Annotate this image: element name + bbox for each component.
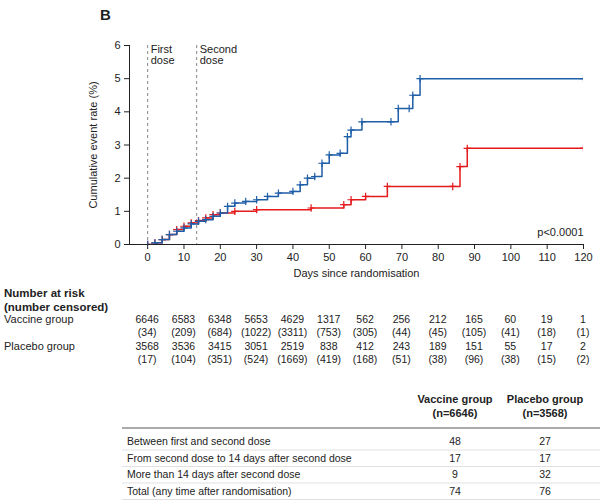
- svg-text:Cumulative event rate (%): Cumulative event rate (%): [87, 81, 99, 208]
- svg-text:(168): (168): [353, 353, 378, 365]
- svg-text:412: 412: [356, 340, 374, 352]
- svg-text:20: 20: [214, 251, 226, 263]
- svg-text:(96): (96): [465, 353, 484, 365]
- svg-text:(n=6646): (n=6646): [433, 407, 478, 419]
- svg-text:(1): (1): [577, 326, 590, 338]
- svg-text:Seconddose: Seconddose: [200, 43, 237, 66]
- svg-text:2: 2: [114, 172, 120, 184]
- svg-text:(105): (105): [462, 326, 487, 338]
- svg-text:1: 1: [580, 313, 586, 325]
- svg-text:243: 243: [393, 340, 411, 352]
- svg-text:(18): (18): [537, 326, 556, 338]
- svg-text:4629: 4629: [281, 313, 305, 325]
- svg-text:Number at risk: Number at risk: [4, 287, 85, 299]
- svg-text:40: 40: [287, 251, 299, 263]
- svg-text:76: 76: [539, 485, 551, 497]
- svg-text:(38): (38): [501, 353, 520, 365]
- svg-text:55: 55: [505, 340, 517, 352]
- svg-text:(41): (41): [501, 326, 520, 338]
- svg-text:3051: 3051: [244, 340, 268, 352]
- svg-text:189: 189: [429, 340, 447, 352]
- svg-text:5653: 5653: [244, 313, 268, 325]
- svg-text:212: 212: [429, 313, 447, 325]
- svg-text:17: 17: [541, 340, 553, 352]
- svg-text:32: 32: [539, 468, 551, 480]
- svg-text:(305): (305): [353, 326, 378, 338]
- svg-text:110: 110: [538, 251, 556, 263]
- svg-text:256: 256: [393, 313, 411, 325]
- svg-text:Between first and second dose: Between first and second dose: [127, 435, 271, 447]
- svg-text:Total (any time after randomis: Total (any time after randomisation): [127, 485, 292, 497]
- svg-text:(419): (419): [317, 353, 342, 365]
- svg-text:(2): (2): [577, 353, 590, 365]
- svg-text:6348: 6348: [208, 313, 232, 325]
- svg-text:(3311): (3311): [278, 326, 308, 338]
- svg-text:120: 120: [574, 251, 592, 263]
- svg-text:6: 6: [114, 39, 120, 51]
- svg-text:3568: 3568: [135, 340, 159, 352]
- svg-text:(104): (104): [171, 353, 196, 365]
- svg-text:6646: 6646: [135, 313, 159, 325]
- svg-text:0: 0: [114, 238, 120, 250]
- svg-text:1317: 1317: [317, 313, 341, 325]
- svg-text:(n=3568): (n=3568): [523, 407, 568, 419]
- svg-text:(17): (17): [138, 353, 157, 365]
- svg-text:90: 90: [468, 251, 480, 263]
- svg-text:60: 60: [359, 251, 371, 263]
- svg-text:(number censored): (number censored): [4, 301, 108, 313]
- svg-text:p<0.0001: p<0.0001: [537, 226, 583, 238]
- svg-text:9: 9: [452, 468, 458, 480]
- svg-text:Vaccine group: Vaccine group: [4, 313, 74, 325]
- svg-text:17: 17: [539, 452, 551, 464]
- svg-text:(753): (753): [317, 326, 342, 338]
- svg-text:Placebo group: Placebo group: [507, 393, 584, 405]
- svg-text:(15): (15): [537, 353, 556, 365]
- svg-text:(34): (34): [138, 326, 157, 338]
- svg-text:Days since randomisation: Days since randomisation: [294, 267, 420, 279]
- svg-text:838: 838: [320, 340, 338, 352]
- svg-text:70: 70: [396, 251, 408, 263]
- svg-text:Firstdose: Firstdose: [151, 43, 175, 66]
- svg-text:4: 4: [114, 105, 120, 117]
- svg-text:27: 27: [539, 435, 551, 447]
- svg-text:(1022): (1022): [241, 326, 271, 338]
- svg-text:(684): (684): [208, 326, 233, 338]
- svg-text:1: 1: [114, 205, 120, 217]
- svg-text:3415: 3415: [208, 340, 232, 352]
- svg-text:Placebo group: Placebo group: [4, 340, 75, 352]
- svg-text:60: 60: [505, 313, 517, 325]
- svg-text:74: 74: [449, 485, 461, 497]
- svg-text:(1669): (1669): [277, 353, 307, 365]
- svg-text:50: 50: [323, 251, 335, 263]
- svg-text:0: 0: [145, 251, 151, 263]
- svg-text:(351): (351): [208, 353, 233, 365]
- svg-text:B: B: [100, 6, 111, 23]
- svg-text:3: 3: [114, 139, 120, 151]
- svg-text:165: 165: [465, 313, 483, 325]
- svg-text:562: 562: [356, 313, 374, 325]
- svg-text:(44): (44): [392, 326, 411, 338]
- svg-text:From second dose to 14 days af: From second dose to 14 days after second…: [127, 452, 352, 464]
- svg-text:More than 14 days after second: More than 14 days after second dose: [127, 468, 301, 480]
- svg-text:(38): (38): [428, 353, 447, 365]
- svg-text:100: 100: [502, 251, 520, 263]
- svg-text:17: 17: [449, 452, 461, 464]
- svg-text:2: 2: [580, 340, 586, 352]
- svg-text:(209): (209): [171, 326, 196, 338]
- svg-text:Vaccine group: Vaccine group: [417, 393, 492, 405]
- svg-text:10: 10: [178, 251, 190, 263]
- svg-text:2519: 2519: [281, 340, 305, 352]
- svg-text:(51): (51): [392, 353, 411, 365]
- svg-text:30: 30: [250, 251, 262, 263]
- svg-text:(45): (45): [428, 326, 447, 338]
- svg-text:5: 5: [114, 72, 120, 84]
- svg-text:6583: 6583: [172, 313, 196, 325]
- svg-text:3536: 3536: [172, 340, 196, 352]
- svg-text:151: 151: [465, 340, 483, 352]
- svg-text:80: 80: [432, 251, 444, 263]
- svg-text:(524): (524): [244, 353, 269, 365]
- svg-text:19: 19: [541, 313, 553, 325]
- svg-text:48: 48: [449, 435, 461, 447]
